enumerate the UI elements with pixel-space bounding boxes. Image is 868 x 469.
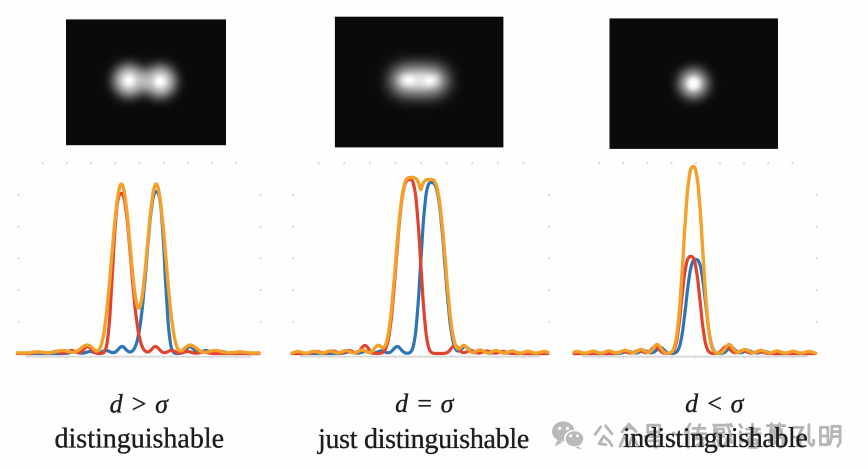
svg-text:d > σ: d > σ (110, 390, 170, 419)
svg-text:just distinguishable: just distinguishable (317, 424, 529, 455)
svg-text:distinguishable: distinguishable (55, 424, 225, 455)
svg-text:d = σ: d = σ (395, 389, 455, 418)
svg-text:d < σ: d < σ (685, 389, 745, 418)
svg-text:indistinguishable: indistinguishable (623, 423, 808, 454)
